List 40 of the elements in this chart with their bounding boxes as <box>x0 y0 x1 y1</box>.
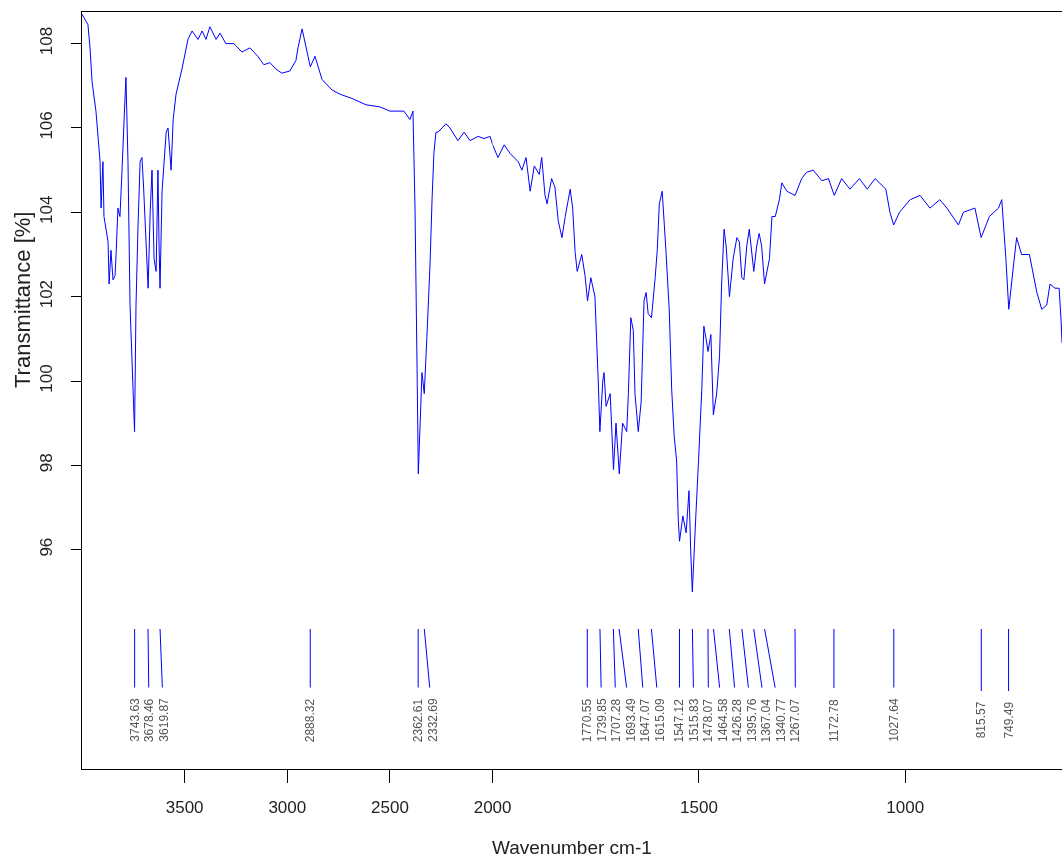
x-tick-label: 2000 <box>473 798 512 818</box>
annotation: 749.49 <box>1001 701 1016 739</box>
x-tick-label: 1000 <box>886 798 925 818</box>
x-tick-label: 2500 <box>371 798 409 818</box>
x-tick-label: 1500 <box>680 798 718 818</box>
annotation: 1426.28 <box>730 698 745 743</box>
annotation: 1027.64 <box>886 698 901 742</box>
annotation: 1739.85 <box>594 698 609 742</box>
annotation: 1478.07 <box>701 698 716 743</box>
annotation: 3678.46 <box>142 698 157 743</box>
annotation: 1547.12 <box>672 698 687 743</box>
y-tick-label: 108 <box>37 26 57 56</box>
annotation: 1707.28 <box>609 698 624 743</box>
annotation: 1367.04 <box>759 698 774 743</box>
y-axis-title: Transmittance [%] <box>10 211 35 388</box>
annotation: 1464.58 <box>715 698 730 742</box>
annotation: 3619.87 <box>156 697 171 742</box>
annotation: 2362.61 <box>411 698 426 743</box>
annotation: 1647.07 <box>638 698 653 743</box>
annotation: 1615.09 <box>652 698 667 742</box>
y-tick-label: 106 <box>37 111 57 140</box>
x-tick-label: 3500 <box>165 798 204 818</box>
annotation: 2332.69 <box>425 697 440 742</box>
x-tick-label: 3000 <box>268 798 307 818</box>
annotation: 1340.77 <box>773 698 788 742</box>
annotation: 1395.76 <box>744 698 759 742</box>
y-tick-label: 98 <box>37 453 57 473</box>
y-tick-label: 102 <box>37 279 57 309</box>
annotation: 1693.49 <box>623 698 638 742</box>
y-tick-label: 100 <box>37 364 57 393</box>
y-tick-label: 104 <box>37 195 57 224</box>
annotation: 1172.78 <box>826 699 841 742</box>
annotation: 3743.63 <box>127 697 142 742</box>
annotation: 815.57 <box>974 701 989 739</box>
x-axis-title: Wavenumber cm-1 <box>492 837 652 858</box>
annotation: 1770.55 <box>580 698 595 743</box>
y-tick-label: 96 <box>37 537 57 557</box>
annotation: 1515.83 <box>686 698 701 742</box>
annotation: 2888.32 <box>303 698 318 743</box>
annotation: 1267.07 <box>788 698 803 743</box>
